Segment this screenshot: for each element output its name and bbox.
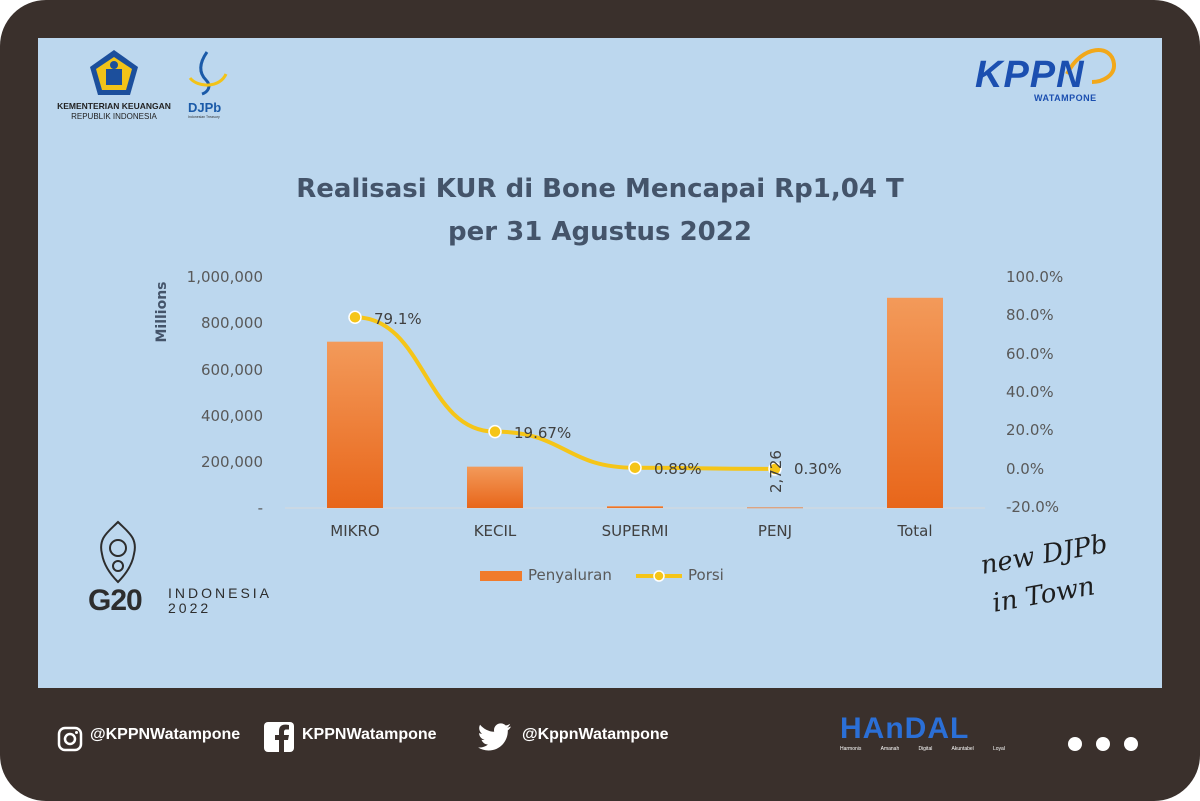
g20-country: INDONESIA — [168, 585, 273, 601]
x-tick-mikro: MIKRO — [330, 522, 380, 540]
instagram-icon[interactable] — [57, 726, 83, 752]
handal-value: Loyal — [993, 746, 1005, 752]
porsi-label-kecil: 19.67% — [514, 424, 572, 442]
porsi-label-penj: 0.30% — [794, 460, 842, 478]
y2-tick: 100.0% — [1006, 268, 1064, 286]
kemenkeu-logo-icon — [90, 50, 138, 95]
djpb-subtitle: Indonesian Treasury — [188, 115, 220, 119]
y-tick: - — [257, 499, 263, 517]
x-tick-kecil: KECIL — [473, 522, 517, 540]
y2-tick: 60.0% — [1006, 345, 1054, 363]
porsi-label-mikro: 79.1% — [374, 310, 422, 328]
twitter-handle[interactable]: @KppnWatampone — [522, 726, 669, 743]
legend-label-penyaluran: Penyaluran — [528, 566, 612, 584]
legend-label-porsi: Porsi — [688, 566, 724, 584]
y-tick: 400,000 — [200, 407, 263, 425]
kppn-office: WATAMPONE — [1034, 93, 1097, 103]
handal-value: Digital — [918, 746, 933, 752]
y-axis-label: Millions — [154, 281, 170, 343]
y2-tick: -20.0% — [1006, 498, 1060, 516]
y2-tick: 20.0% — [1006, 421, 1054, 439]
chart-title: Realisasi KUR di Bone Mencapai Rp1,04 T … — [250, 168, 950, 254]
y-tick: 1,000,000 — [186, 268, 263, 286]
legend-line-swatch — [636, 570, 682, 582]
kppn-logo-text: KPPN — [975, 54, 1085, 96]
legend-bar-swatch — [480, 571, 522, 581]
kemenkeu-name: KEMENTERIAN KEUANGAN — [57, 101, 171, 111]
x-tick-total: Total — [897, 522, 933, 540]
handal-value: Akuntabel — [951, 746, 974, 752]
g20-logo-text: G20 — [88, 584, 143, 617]
facebook-icon[interactable] — [264, 722, 294, 752]
g20-emblem-icon — [100, 520, 136, 584]
y-tick: 200,000 — [200, 453, 263, 471]
facebook-page[interactable]: KPPNWatampone — [302, 726, 437, 743]
djpb-name: DJPb — [188, 100, 222, 115]
handal-value: Amanah — [880, 746, 900, 752]
handal-values: Harmonis Amanah Digital Akuntabel Loyal — [840, 746, 1005, 752]
more-dot-2[interactable] — [1096, 737, 1110, 751]
x-tick-supermi: SUPERMI — [601, 522, 669, 540]
y2-tick: 0.0% — [1006, 460, 1045, 478]
kemenkeu-country: REPUBLIK INDONESIA — [71, 112, 157, 121]
handal-value: Harmonis — [840, 746, 862, 752]
more-dot-3[interactable] — [1124, 737, 1138, 751]
y2-tick: 40.0% — [1006, 383, 1054, 401]
chart-title-line1: Realisasi KUR di Bone Mencapai Rp1,04 T — [296, 174, 904, 204]
g20-year: 2022 — [168, 600, 212, 616]
chart-title-line2: per 31 Agustus 2022 — [448, 217, 752, 247]
more-dot-1[interactable] — [1068, 737, 1082, 751]
y-tick: 800,000 — [200, 314, 263, 332]
y-tick: 600,000 — [200, 361, 263, 379]
djpb-logo-icon — [188, 51, 228, 96]
y2-tick: 80.0% — [1006, 306, 1054, 324]
x-tick-penj: PENJ — [757, 522, 793, 540]
bar-value-label-penj: 2,726 — [767, 450, 785, 493]
instagram-handle[interactable]: @KPPNWatampone — [90, 726, 241, 743]
porsi-label-supermi: 0.89% — [654, 460, 702, 478]
kppn-swoosh-icon — [1065, 48, 1116, 84]
handal-logo-text: HAnDAL — [840, 712, 970, 745]
twitter-icon[interactable] — [478, 723, 512, 751]
